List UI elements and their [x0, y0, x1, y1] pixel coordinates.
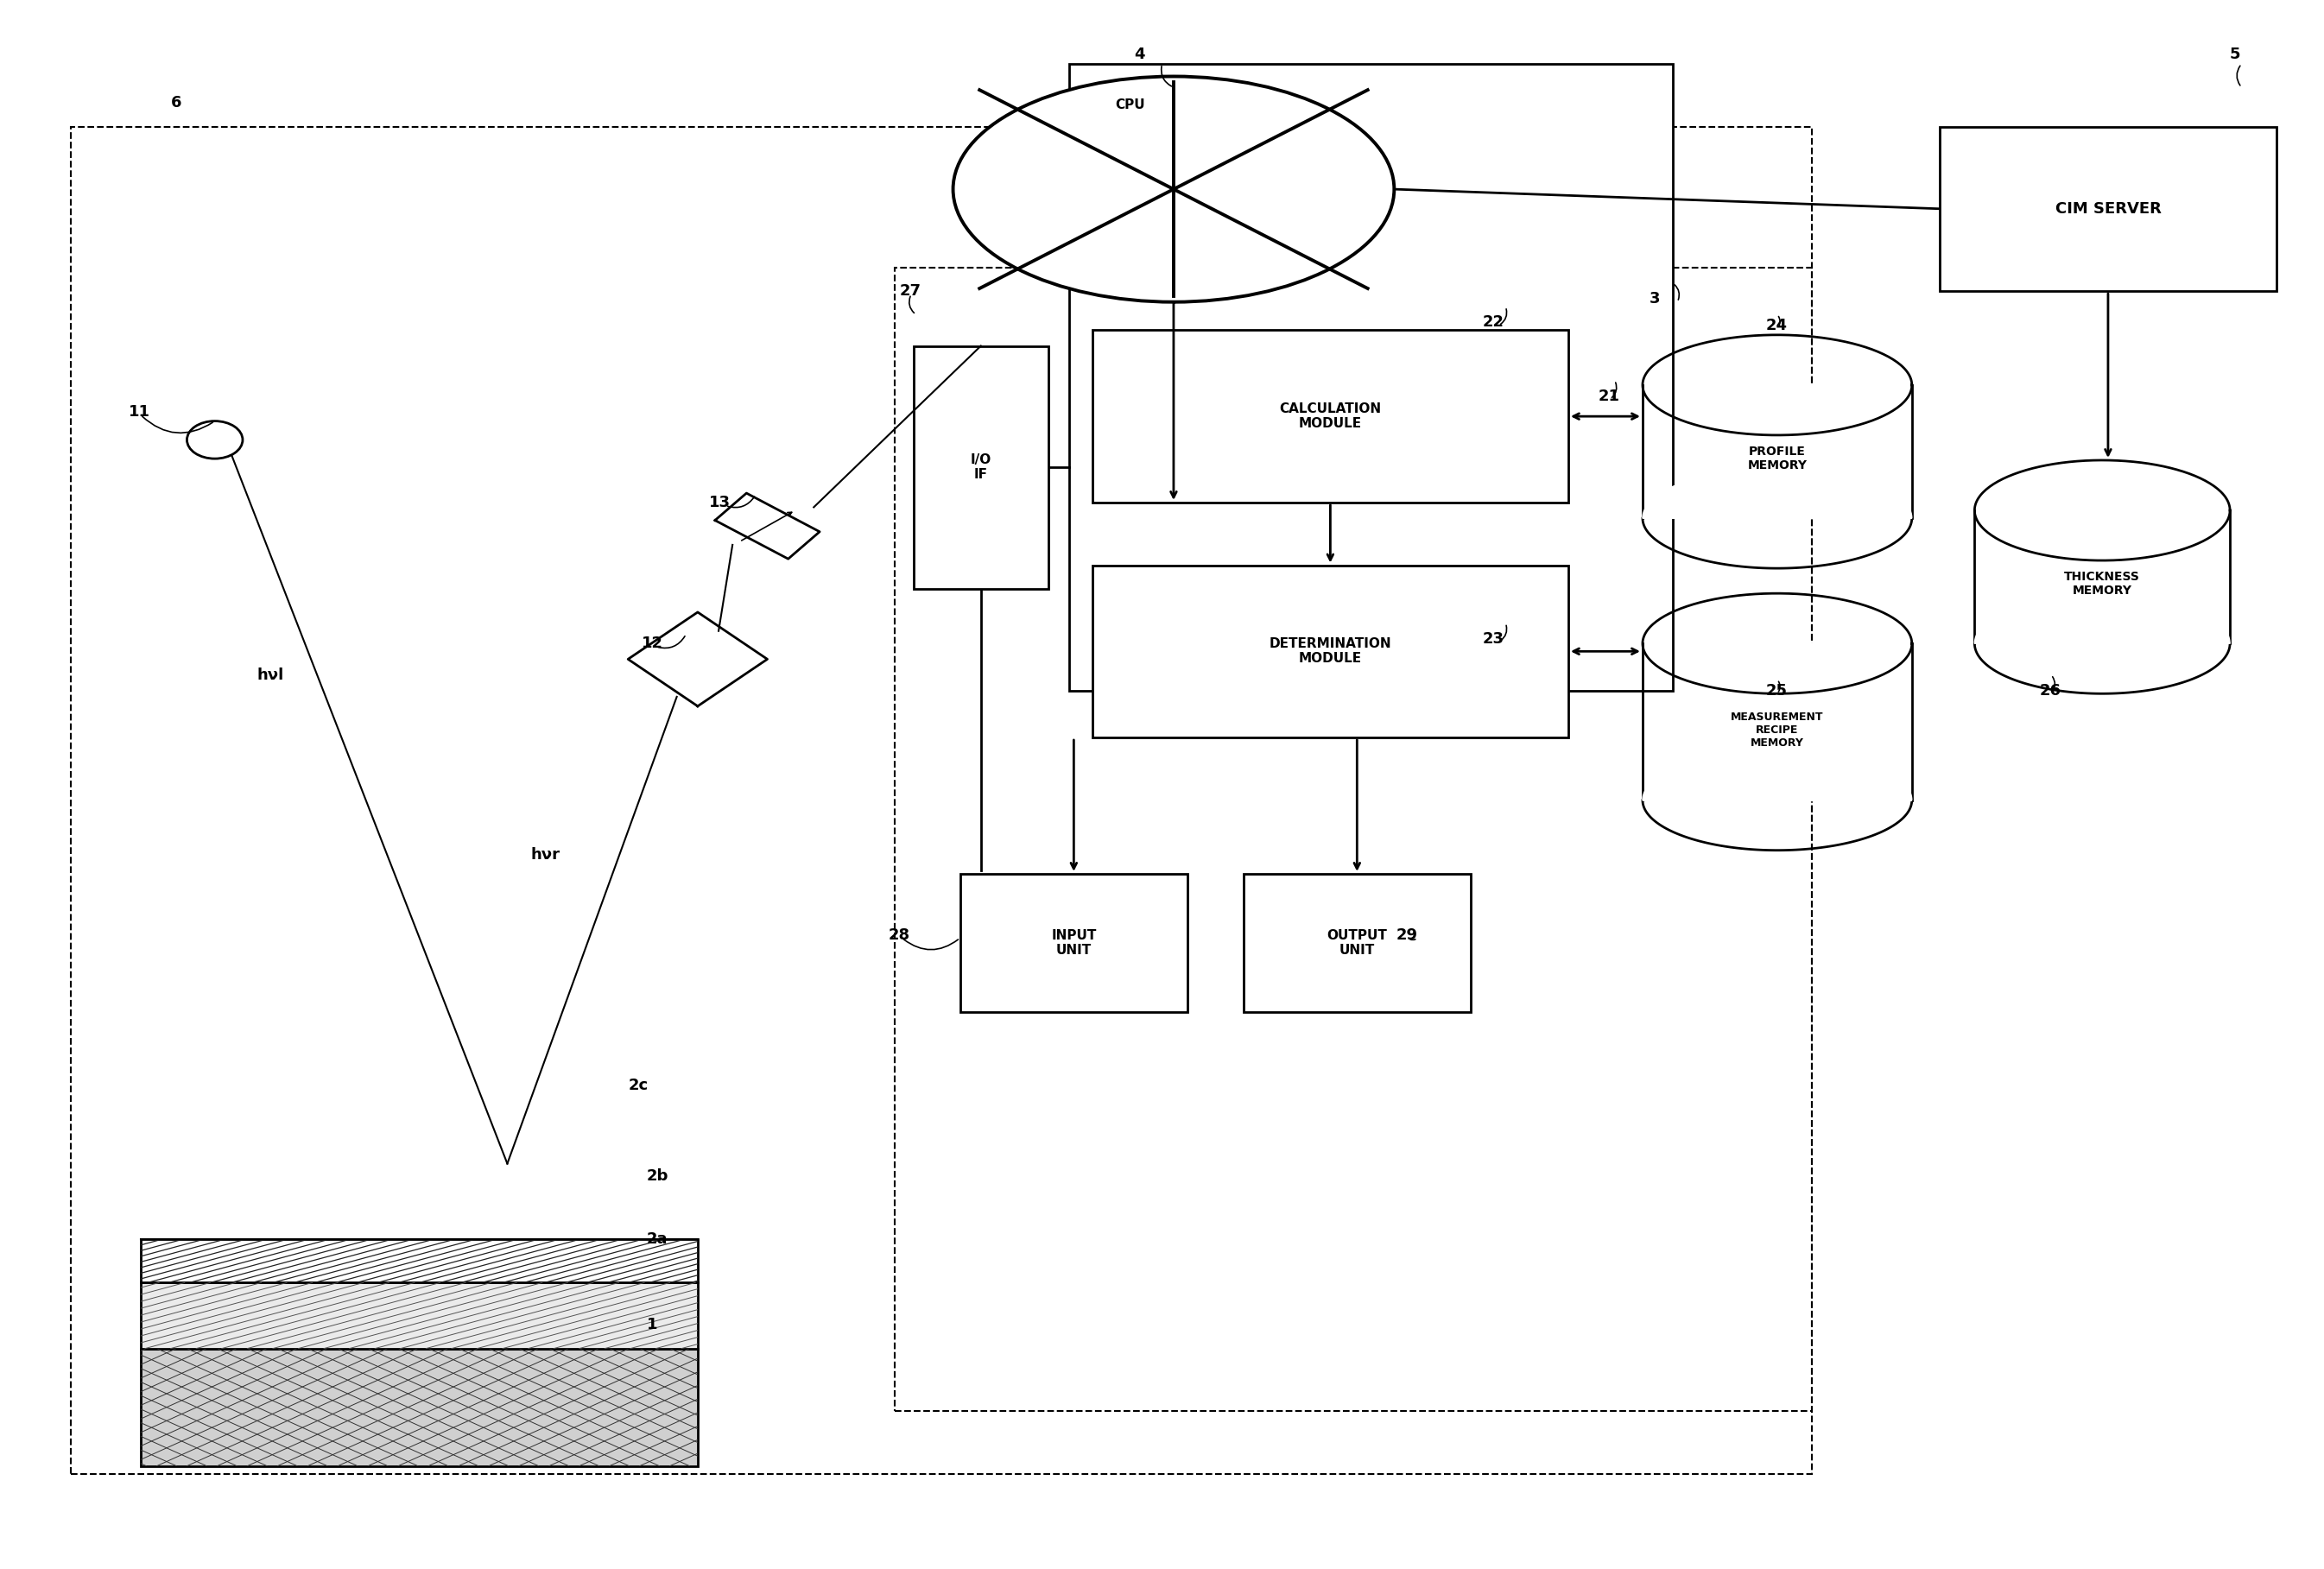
- Text: 2a: 2a: [646, 1232, 667, 1247]
- Text: hνl: hνl: [256, 667, 284, 683]
- Text: PROFILE
MEMORY: PROFILE MEMORY: [1748, 446, 1808, 471]
- Text: 22: 22: [1483, 314, 1504, 329]
- Text: 4: 4: [1134, 47, 1146, 63]
- Circle shape: [186, 420, 242, 458]
- FancyBboxPatch shape: [139, 1348, 697, 1465]
- Text: 25: 25: [1766, 683, 1787, 698]
- Text: 21: 21: [1599, 388, 1620, 403]
- Text: DETERMINATION
MODULE: DETERMINATION MODULE: [1269, 637, 1392, 665]
- Text: CALCULATION
MODULE: CALCULATION MODULE: [1278, 402, 1380, 430]
- Text: 27: 27: [899, 284, 920, 298]
- Polygon shape: [1643, 468, 1913, 518]
- Text: 28: 28: [888, 927, 909, 943]
- FancyBboxPatch shape: [1941, 127, 2278, 290]
- FancyBboxPatch shape: [139, 1240, 697, 1283]
- Text: hνr: hνr: [530, 847, 560, 863]
- FancyBboxPatch shape: [1069, 64, 1673, 690]
- Text: 12: 12: [641, 635, 665, 651]
- Text: MEASUREMENT
RECIPE
MEMORY: MEASUREMENT RECIPE MEMORY: [1731, 711, 1824, 748]
- Text: CIM SERVER: CIM SERVER: [2054, 201, 2161, 217]
- Polygon shape: [1643, 384, 1913, 518]
- Polygon shape: [1643, 643, 1913, 800]
- Text: INPUT
UNIT: INPUT UNIT: [1050, 929, 1097, 957]
- Text: 5: 5: [2231, 47, 2240, 63]
- FancyBboxPatch shape: [1243, 874, 1471, 1012]
- Text: 11: 11: [128, 403, 151, 419]
- Text: OUTPUT
UNIT: OUTPUT UNIT: [1327, 929, 1387, 957]
- Text: 23: 23: [1483, 631, 1504, 646]
- Text: 13: 13: [709, 494, 730, 510]
- Text: 6: 6: [170, 96, 181, 111]
- Polygon shape: [1975, 593, 2231, 643]
- Text: 26: 26: [2040, 683, 2061, 698]
- Text: THICKNESS
MEMORY: THICKNESS MEMORY: [2064, 571, 2140, 596]
- Text: CPU: CPU: [1116, 99, 1146, 111]
- Polygon shape: [1643, 750, 1913, 800]
- Text: 3: 3: [1650, 292, 1659, 306]
- Text: 2c: 2c: [627, 1078, 648, 1094]
- FancyBboxPatch shape: [960, 874, 1188, 1012]
- Text: 2b: 2b: [646, 1169, 669, 1185]
- FancyBboxPatch shape: [1092, 565, 1569, 737]
- Polygon shape: [1975, 510, 2231, 643]
- FancyBboxPatch shape: [1092, 329, 1569, 502]
- Polygon shape: [716, 493, 820, 559]
- FancyBboxPatch shape: [139, 1283, 697, 1348]
- Text: 29: 29: [1397, 927, 1418, 943]
- Text: 24: 24: [1766, 317, 1787, 333]
- FancyBboxPatch shape: [913, 345, 1048, 588]
- Text: 1: 1: [646, 1318, 658, 1332]
- Text: I/O
IF: I/O IF: [971, 453, 992, 482]
- Ellipse shape: [953, 77, 1394, 301]
- Polygon shape: [627, 612, 767, 706]
